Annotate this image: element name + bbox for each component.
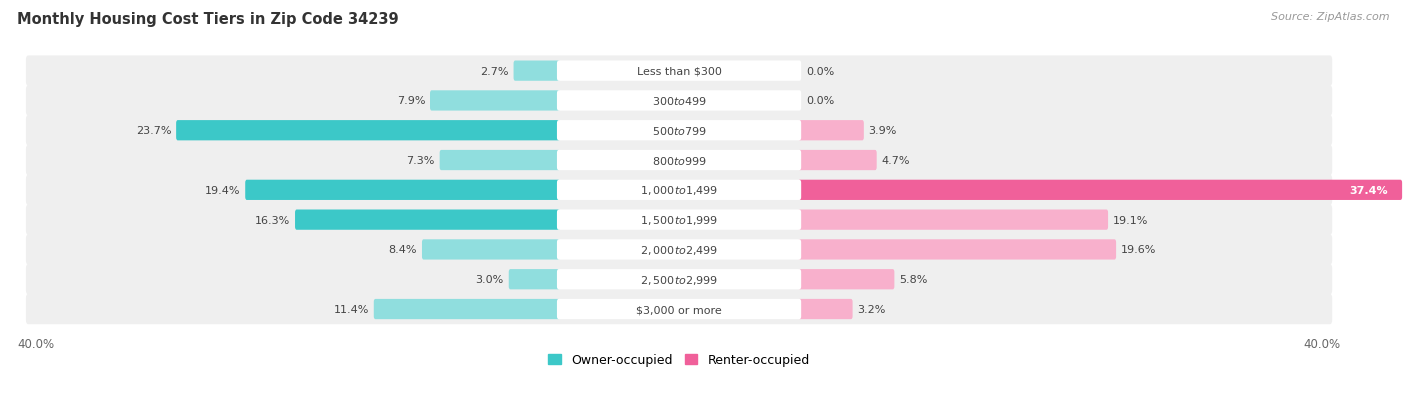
Text: Less than $300: Less than $300	[637, 66, 721, 76]
FancyBboxPatch shape	[440, 150, 560, 171]
Text: $2,500 to $2,999: $2,500 to $2,999	[640, 273, 718, 286]
FancyBboxPatch shape	[513, 62, 560, 81]
FancyBboxPatch shape	[557, 150, 801, 171]
Text: 3.2%: 3.2%	[858, 304, 886, 314]
Text: 23.7%: 23.7%	[136, 126, 172, 136]
Text: 19.1%: 19.1%	[1114, 215, 1149, 225]
FancyBboxPatch shape	[25, 205, 1333, 235]
FancyBboxPatch shape	[25, 56, 1333, 87]
Text: 8.4%: 8.4%	[388, 245, 418, 255]
FancyBboxPatch shape	[799, 180, 1402, 200]
FancyBboxPatch shape	[799, 299, 852, 319]
Text: 0.0%: 0.0%	[806, 66, 834, 76]
FancyBboxPatch shape	[25, 86, 1333, 116]
FancyBboxPatch shape	[430, 91, 560, 111]
Text: Source: ZipAtlas.com: Source: ZipAtlas.com	[1271, 12, 1389, 22]
Text: 3.9%: 3.9%	[869, 126, 897, 136]
FancyBboxPatch shape	[799, 210, 1108, 230]
FancyBboxPatch shape	[557, 91, 801, 111]
Text: 0.0%: 0.0%	[806, 96, 834, 106]
Text: $2,000 to $2,499: $2,000 to $2,499	[640, 243, 718, 256]
FancyBboxPatch shape	[25, 264, 1333, 295]
Text: 2.7%: 2.7%	[481, 66, 509, 76]
FancyBboxPatch shape	[557, 180, 801, 200]
FancyBboxPatch shape	[176, 121, 560, 141]
Text: 7.3%: 7.3%	[406, 156, 434, 166]
Text: 5.8%: 5.8%	[900, 275, 928, 285]
FancyBboxPatch shape	[25, 145, 1333, 176]
FancyBboxPatch shape	[557, 62, 801, 81]
FancyBboxPatch shape	[557, 269, 801, 290]
Text: $1,000 to $1,499: $1,000 to $1,499	[640, 184, 718, 197]
Text: 3.0%: 3.0%	[475, 275, 503, 285]
Text: $3,000 or more: $3,000 or more	[636, 304, 721, 314]
Text: 19.6%: 19.6%	[1121, 245, 1156, 255]
FancyBboxPatch shape	[25, 116, 1333, 146]
Legend: Owner-occupied, Renter-occupied: Owner-occupied, Renter-occupied	[548, 354, 810, 367]
Text: $800 to $999: $800 to $999	[651, 154, 707, 166]
FancyBboxPatch shape	[799, 269, 894, 290]
FancyBboxPatch shape	[557, 240, 801, 260]
Text: $1,500 to $1,999: $1,500 to $1,999	[640, 214, 718, 227]
Text: $500 to $799: $500 to $799	[651, 125, 707, 137]
FancyBboxPatch shape	[25, 235, 1333, 265]
FancyBboxPatch shape	[245, 180, 560, 200]
FancyBboxPatch shape	[374, 299, 560, 319]
Text: 19.4%: 19.4%	[205, 185, 240, 195]
FancyBboxPatch shape	[799, 121, 863, 141]
FancyBboxPatch shape	[509, 269, 560, 290]
FancyBboxPatch shape	[557, 299, 801, 319]
FancyBboxPatch shape	[295, 210, 560, 230]
Text: 16.3%: 16.3%	[254, 215, 290, 225]
FancyBboxPatch shape	[25, 175, 1333, 206]
Text: 11.4%: 11.4%	[333, 304, 368, 314]
FancyBboxPatch shape	[25, 294, 1333, 325]
Text: $300 to $499: $300 to $499	[651, 95, 707, 107]
Text: 37.4%: 37.4%	[1348, 185, 1388, 195]
FancyBboxPatch shape	[799, 150, 877, 171]
Text: 4.7%: 4.7%	[882, 156, 910, 166]
FancyBboxPatch shape	[557, 121, 801, 141]
FancyBboxPatch shape	[557, 210, 801, 230]
Text: Monthly Housing Cost Tiers in Zip Code 34239: Monthly Housing Cost Tiers in Zip Code 3…	[17, 12, 398, 27]
FancyBboxPatch shape	[422, 240, 560, 260]
FancyBboxPatch shape	[799, 240, 1116, 260]
Text: 7.9%: 7.9%	[396, 96, 425, 106]
